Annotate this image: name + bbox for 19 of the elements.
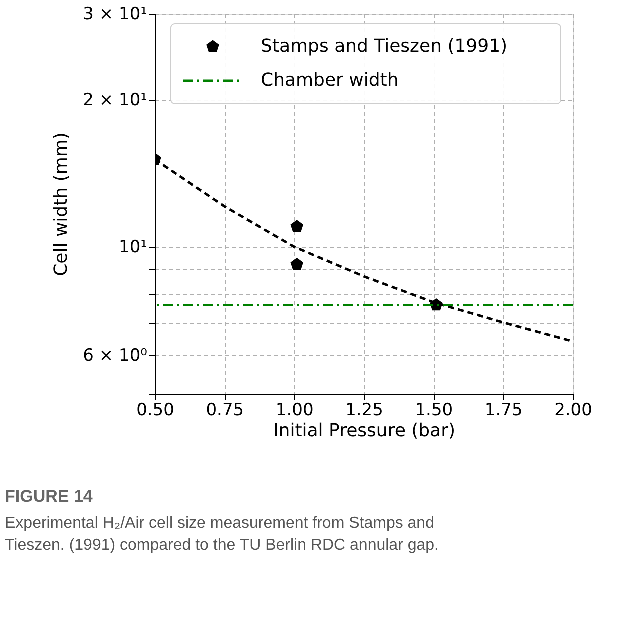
- x-tick-label: 0.75: [206, 400, 244, 420]
- point: [290, 220, 304, 232]
- text: Experimental H₂/Air cell size measurement from Stamps and Tieszen. (1991) compared to the TU Berlin RDC annular gap.: [5, 515, 439, 554]
- caption: FIGURE 14: [5, 487, 94, 506]
- x-tick-label: 0.50: [136, 400, 174, 420]
- point: [290, 258, 304, 270]
- y-tick-label: 6 × 10⁰: [83, 346, 148, 366]
- x-tick-label: 2.00: [554, 400, 592, 420]
- x-tick-label: 1.00: [276, 400, 314, 420]
- legend-label: Chamber width: [261, 70, 399, 91]
- y-tick-label: 3 × 10¹: [83, 4, 148, 24]
- y-tick-label: 2 × 10¹: [83, 90, 148, 110]
- x-tick-label: 1.25: [346, 400, 384, 420]
- x-tick-label: 1.50: [415, 400, 454, 420]
- x-axis-title: Initial Pressure (bar): [273, 420, 456, 442]
- legend-label: Stamps and Tieszen (1991): [261, 36, 508, 57]
- y-axis-title: Cell width (mm): [51, 132, 72, 276]
- x-tick-label: 1.75: [484, 400, 523, 420]
- y-tick-label: 10¹: [119, 237, 148, 258]
